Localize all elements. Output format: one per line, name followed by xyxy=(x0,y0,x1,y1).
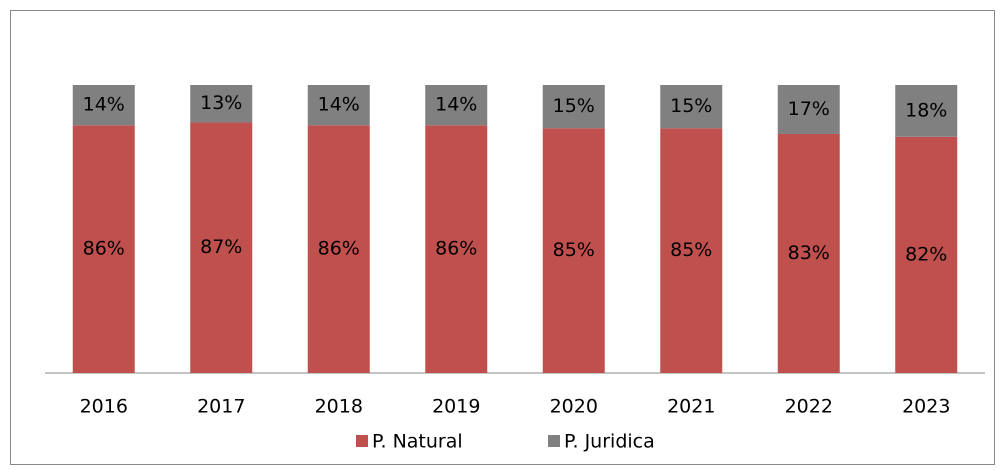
chart-frame xyxy=(10,10,995,465)
data-label: 86% xyxy=(435,238,477,260)
data-label: 87% xyxy=(200,236,242,258)
data-label: 15% xyxy=(553,95,595,117)
legend-swatch xyxy=(548,435,560,447)
bar-segment xyxy=(307,125,370,373)
data-label: 17% xyxy=(788,98,830,120)
x-tick-label: 2023 xyxy=(902,396,950,418)
data-label: 85% xyxy=(553,239,595,261)
legend-label: P. Natural xyxy=(372,431,463,453)
data-label: 14% xyxy=(435,94,477,116)
data-label: 82% xyxy=(905,243,947,265)
bar-segment xyxy=(777,85,840,134)
bar-segment xyxy=(660,85,723,129)
data-label: 83% xyxy=(788,242,830,264)
bar-segment xyxy=(777,133,840,373)
data-label: 14% xyxy=(83,94,125,116)
bar-segment xyxy=(660,128,723,373)
bar-segment xyxy=(542,128,605,373)
data-label: 86% xyxy=(83,238,125,260)
bar-segment xyxy=(425,125,488,373)
bar-segment xyxy=(307,85,370,126)
legend-label: P. Juridica xyxy=(564,431,655,453)
x-tick-label: 2017 xyxy=(197,396,245,418)
data-label: 14% xyxy=(318,94,360,116)
bar-segment xyxy=(72,85,135,126)
x-tick-label: 2019 xyxy=(432,396,480,418)
x-tick-label: 2021 xyxy=(667,396,715,418)
bar-segment xyxy=(895,136,958,373)
x-tick-label: 2018 xyxy=(315,396,363,418)
x-tick-label: 2016 xyxy=(80,396,128,418)
data-label: 86% xyxy=(318,238,360,260)
bar-segment xyxy=(425,85,488,126)
data-label: 85% xyxy=(670,239,712,261)
bar-segment xyxy=(190,122,253,373)
bar-segment xyxy=(72,125,135,373)
data-label: 15% xyxy=(670,95,712,117)
x-tick-label: 2020 xyxy=(550,396,598,418)
data-label: 13% xyxy=(200,92,242,114)
bar-segment xyxy=(190,85,253,123)
legend-swatch xyxy=(356,435,368,447)
data-label: 18% xyxy=(905,99,947,121)
bar-segment xyxy=(895,85,958,137)
x-tick-label: 2022 xyxy=(785,396,833,418)
bar-segment xyxy=(542,85,605,129)
